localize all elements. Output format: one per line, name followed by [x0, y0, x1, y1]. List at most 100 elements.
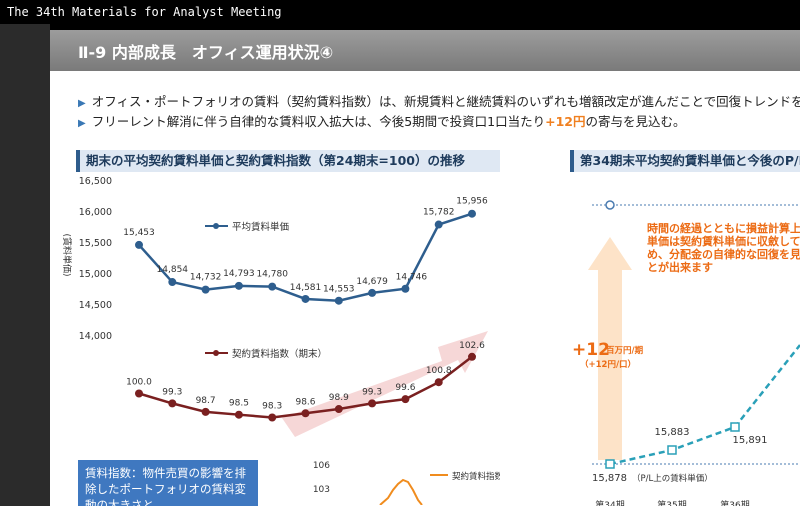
- data-point: [401, 284, 410, 293]
- bullet-2-highlight: +12円: [545, 114, 586, 129]
- monthly-index-line: [379, 478, 423, 505]
- legend-label: 契約賃料指数(月次): [452, 471, 500, 482]
- data-label: 14,746: [396, 273, 428, 283]
- data-point: [268, 282, 277, 291]
- data-label: 15,891: [733, 435, 768, 446]
- data-label: 98.6: [295, 397, 315, 407]
- x-tick-label: 第34期: [595, 499, 624, 506]
- monthly-index-chart: 106 103 契約賃料指数(月次): [313, 461, 500, 505]
- data-label: 15,782: [423, 208, 455, 218]
- data-label: 14,732: [190, 273, 222, 283]
- bullet-2: ▶ フリーレント解消に伴う自律的な賃料収入拡大は、今後5期間で投資口1口当たり+1…: [78, 111, 686, 130]
- data-label: 99.3: [362, 387, 382, 397]
- left-panel-heading: 期末の平均契約賃料単価と契約賃料指数（第24期末=100）の推移: [76, 150, 500, 172]
- target-point: [605, 200, 615, 210]
- y-tick-label: 15,000: [79, 269, 112, 280]
- data-point: [334, 405, 343, 414]
- data-label: 14,793: [223, 269, 255, 279]
- data-label: 100.0: [126, 378, 152, 388]
- bullet-1-text: オフィス・ポートフォリオの賃料（契約賃料指数）は、新規賃料と継続賃料のいずれも増…: [91, 94, 800, 109]
- rent-trend-chart: 14,000 14,500 15,000 15,500 16,000 16,500 (賃料単…: [61, 176, 488, 437]
- data-point: [201, 285, 210, 294]
- uptrend-arrow: [282, 331, 488, 437]
- bullet-1: ▶ オフィス・ポートフォリオの賃料（契約賃料指数）は、新規賃料と継続賃料のいずれも…: [78, 91, 800, 110]
- series-line-index: [138, 355, 473, 419]
- data-label: 15,453: [123, 228, 155, 238]
- x-tick-label: 第36期: [720, 499, 749, 506]
- forecast-line: [609, 344, 800, 466]
- increment-unit: 百万円/期: [606, 345, 644, 356]
- data-point: [368, 288, 377, 297]
- window-title: The 34th Materials for Analyst Meeting: [0, 0, 800, 24]
- left-margin: [0, 24, 50, 506]
- data-label: 100.8: [426, 366, 452, 376]
- forecast-point: [667, 445, 677, 455]
- data-label: 14,780: [256, 270, 288, 280]
- data-label: 14,553: [323, 285, 355, 295]
- data-point: [135, 389, 143, 398]
- data-label: 15,956: [456, 197, 488, 207]
- x-tick-label: 第35期: [657, 499, 686, 506]
- data-point: [368, 399, 377, 408]
- y-tick-label: 16,000: [79, 207, 112, 218]
- orange-note: 時間の経過とともに損益計算上の 単価は契約賃料単価に収斂してい め、分配金の自律…: [647, 222, 800, 274]
- y-tick-label: 103: [313, 485, 330, 495]
- data-label: 14,679: [356, 277, 388, 287]
- data-point: [168, 278, 177, 287]
- data-point: [201, 407, 210, 416]
- data-label: 98.5: [229, 399, 249, 409]
- slide-title: Ⅱ-9 内部成長 オフィス運用状況④: [78, 43, 334, 62]
- triangle-bullet-icon: ▶: [78, 98, 86, 109]
- increment-main: +12: [572, 340, 610, 360]
- data-point: [434, 220, 443, 229]
- increase-arrow: [588, 237, 632, 460]
- data-point: [301, 294, 310, 303]
- data-point: [234, 410, 243, 419]
- forecast-point: [730, 422, 740, 432]
- data-label: 14,854: [157, 265, 189, 275]
- legend-marker: [213, 223, 219, 229]
- legend-label: 契約賃料指数（期末）: [232, 348, 327, 360]
- legend-label: 平均賃料単価: [232, 221, 290, 233]
- data-point: [268, 413, 277, 422]
- y-axis-label: (賃料単価): [61, 233, 73, 276]
- data-label: 14,581: [290, 283, 322, 293]
- data-label: 15,883: [655, 427, 690, 438]
- data-point: [468, 209, 476, 218]
- bullet-2-text-before: フリーレント解消に伴う自律的な賃料収入拡大は、今後5期間で投資口1口当たり: [91, 114, 546, 129]
- right-panel-heading: 第34期末平均契約賃料単価と今後のP/L: [570, 150, 800, 172]
- data-point: [135, 240, 143, 249]
- orange-note-line: め、分配金の自律的な回復を見込: [647, 248, 800, 261]
- data-label: 98.7: [196, 396, 216, 406]
- slide-header: Ⅱ-9 内部成長 オフィス運用状況④: [50, 30, 800, 71]
- orange-note-line: 単価は契約賃料単価に収斂してい: [647, 235, 800, 248]
- data-label: 102.6: [459, 341, 485, 351]
- data-point: [334, 296, 343, 305]
- increment-sub: （+12円/口）: [580, 359, 636, 370]
- data-label: 15,878: [592, 473, 627, 484]
- data-label: 99.3: [162, 387, 182, 397]
- data-label: 98.9: [329, 393, 349, 403]
- data-point: [468, 352, 476, 361]
- y-tick-label: 106: [313, 461, 330, 471]
- data-point: [301, 409, 310, 418]
- y-tick-label: 14,000: [79, 331, 112, 342]
- orange-note-line: とが出来ます: [647, 261, 713, 274]
- data-point: [234, 281, 243, 290]
- orange-note-line: 時間の経過とともに損益計算上の: [647, 222, 800, 235]
- index-note-box: 賃料指数：物件売買の影響を排除したポートフォリオの賃料変動の大きさと: [78, 460, 258, 506]
- data-point: [401, 395, 410, 404]
- bullet-2-text-after: の寄与を見込む。: [585, 114, 686, 129]
- legend-marker: [213, 350, 219, 356]
- data-label: 98.3: [262, 402, 282, 412]
- label-caption: （P/L上の賃料単価）: [632, 473, 713, 484]
- data-point: [434, 378, 443, 387]
- y-tick-label: 14,500: [79, 300, 112, 311]
- data-point: [168, 399, 177, 408]
- triangle-bullet-icon: ▶: [78, 118, 86, 129]
- forecast-point: [605, 459, 615, 469]
- y-tick-label: 16,500: [79, 176, 112, 187]
- slide: Ⅱ-9 内部成長 オフィス運用状況④ ▶ オフィス・ポートフォリオの賃料（契約賃料…: [50, 30, 800, 506]
- y-tick-label: 15,500: [79, 238, 112, 249]
